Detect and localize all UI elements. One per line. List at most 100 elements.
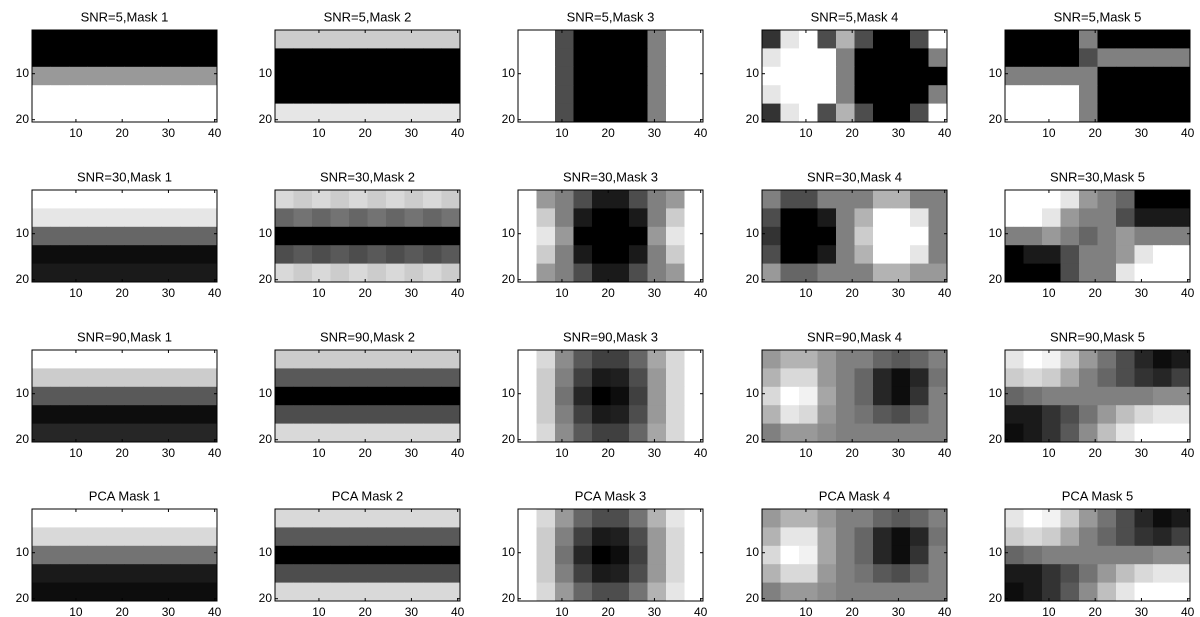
image-cell — [88, 405, 107, 424]
image-cell — [685, 208, 704, 227]
image-cell — [892, 30, 911, 49]
image-cell — [294, 48, 313, 67]
image-cell — [629, 190, 648, 209]
image-cell — [873, 104, 892, 123]
image-cell — [51, 527, 70, 546]
image-cell — [69, 227, 88, 246]
image-cell — [294, 67, 313, 86]
image-cell — [331, 30, 350, 49]
image-cell — [518, 30, 537, 49]
image-cell — [818, 245, 837, 264]
image-cell — [518, 208, 537, 227]
image-cell — [855, 368, 874, 387]
subplot-title: SNR=90,Mask 2 — [320, 329, 415, 344]
image-cell — [1061, 245, 1080, 264]
x-tick-label: 10 — [312, 126, 326, 140]
image-cell — [629, 264, 648, 283]
image-cell — [1042, 405, 1061, 424]
image-cell — [762, 405, 781, 424]
image-cell — [555, 527, 574, 546]
image-cell — [836, 227, 855, 246]
image-cell — [537, 264, 556, 283]
image-cell — [143, 527, 162, 546]
image-cell — [629, 527, 648, 546]
image-cell — [1042, 350, 1061, 369]
image-cell — [537, 368, 556, 387]
image-cell — [275, 208, 294, 227]
image-cell — [162, 104, 181, 123]
image-cell — [592, 387, 611, 406]
image-cell — [143, 564, 162, 583]
image-cell — [892, 85, 911, 104]
image-cell — [818, 564, 837, 583]
image-cell — [592, 405, 611, 424]
y-tick-label: 20 — [259, 272, 273, 286]
subplot-title: PCA Mask 5 — [1062, 488, 1134, 503]
subplot: PCA Mask 5102030401020 — [989, 488, 1195, 617]
image-cell — [32, 509, 51, 528]
image-cell — [199, 48, 218, 67]
image-cell — [1079, 85, 1098, 104]
image-cell — [518, 405, 537, 424]
image-cell — [1153, 264, 1172, 283]
image-cell — [51, 85, 70, 104]
image-cell — [762, 546, 781, 565]
image-cell — [1024, 208, 1043, 227]
image-cell — [162, 564, 181, 583]
image-cell — [88, 546, 107, 565]
image-cell — [1042, 583, 1061, 602]
image-cell — [1153, 509, 1172, 528]
image-cell — [818, 405, 837, 424]
image-cell — [405, 245, 424, 264]
image-cell — [611, 245, 630, 264]
image-cell — [537, 583, 556, 602]
image-cell — [781, 546, 800, 565]
image-cell — [312, 85, 331, 104]
image-cell — [762, 564, 781, 583]
image-cell — [537, 387, 556, 406]
image-cell — [1172, 48, 1191, 67]
image-cell — [799, 48, 818, 67]
image-cell — [1098, 190, 1117, 209]
image-cell — [629, 67, 648, 86]
image-cell — [1042, 208, 1061, 227]
image-cell — [312, 527, 331, 546]
x-tick-label: 30 — [648, 126, 662, 140]
image-cell — [349, 208, 368, 227]
image-cell — [1042, 387, 1061, 406]
image-cell — [910, 208, 929, 227]
y-tick-label: 20 — [16, 432, 30, 446]
y-tick-label: 10 — [16, 545, 30, 559]
image-cell — [1135, 405, 1154, 424]
image-cell — [331, 387, 350, 406]
image-cell — [143, 368, 162, 387]
image-cell — [162, 368, 181, 387]
image-cell — [1116, 509, 1135, 528]
image-cell — [294, 264, 313, 283]
image-cell — [873, 190, 892, 209]
x-tick-label: 40 — [451, 126, 465, 140]
image-cell — [518, 190, 537, 209]
image-cell — [180, 264, 199, 283]
image-cell — [1005, 527, 1024, 546]
image-cell — [781, 564, 800, 583]
image-cell — [143, 405, 162, 424]
image-cell — [666, 67, 685, 86]
image-cell — [1061, 527, 1080, 546]
image-cell — [666, 387, 685, 406]
image-cell — [275, 227, 294, 246]
image-cell — [162, 387, 181, 406]
image-cell — [1005, 387, 1024, 406]
image-cell — [1079, 405, 1098, 424]
image-cell — [423, 30, 442, 49]
image-cell — [331, 104, 350, 123]
image-cell — [312, 67, 331, 86]
image-cell — [666, 208, 685, 227]
x-tick-label: 30 — [405, 446, 419, 460]
image-cell — [648, 227, 667, 246]
image-cell — [1042, 527, 1061, 546]
image-cell — [629, 387, 648, 406]
image-cell — [1172, 368, 1191, 387]
image-cell — [799, 564, 818, 583]
image-cell — [929, 564, 948, 583]
